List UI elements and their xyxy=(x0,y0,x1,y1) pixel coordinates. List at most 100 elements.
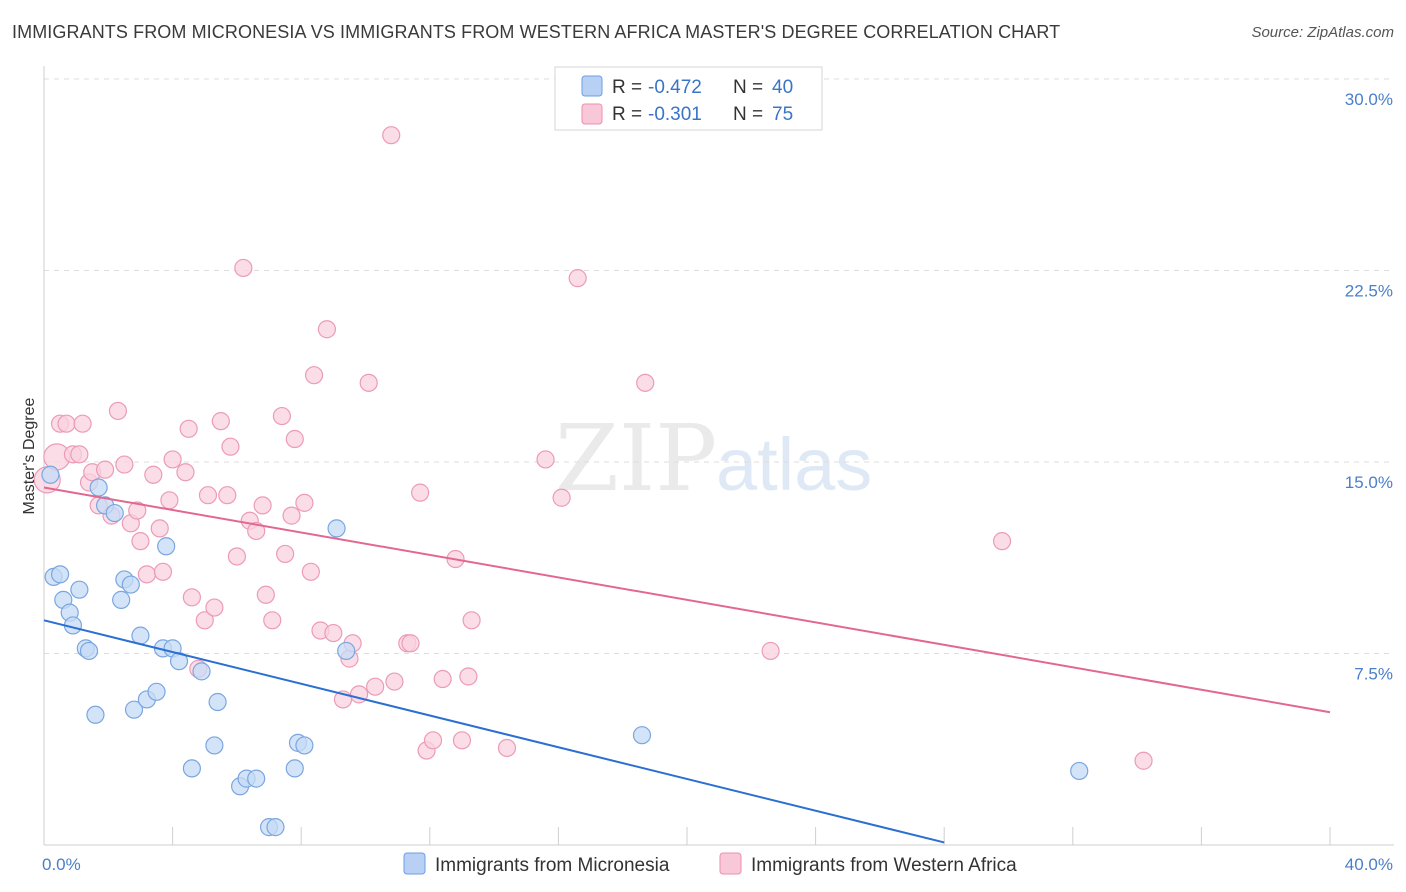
micronesia-point xyxy=(247,769,266,788)
western-africa-point xyxy=(317,320,337,339)
micronesia-point xyxy=(192,662,211,681)
legend-bottom-label-western-africa: Immigrants from Western Africa xyxy=(751,855,1017,876)
y-tick-label: 30.0% xyxy=(1345,90,1393,109)
western-africa-point xyxy=(179,419,198,438)
western-africa-point xyxy=(144,465,163,484)
chart-title: IMMIGRANTS FROM MICRONESIA VS IMMIGRANTS… xyxy=(12,22,1061,42)
micronesia-point xyxy=(208,692,227,712)
legend-r-label: R = xyxy=(612,104,642,125)
legend-r-value: -0.472 xyxy=(648,77,702,98)
x-tick-label: 0.0% xyxy=(42,855,81,874)
micronesia-point xyxy=(121,575,140,594)
western-africa-point xyxy=(411,483,430,502)
western-africa-point xyxy=(992,532,1012,551)
western-africa-point xyxy=(276,544,295,564)
micronesia-point xyxy=(79,641,99,661)
western-africa-point xyxy=(153,562,173,581)
legend-bottom: Immigrants from Micronesia Immigrants fr… xyxy=(403,852,1017,876)
y-tick-label: 7.5% xyxy=(1354,665,1393,684)
micronesia-trend-line xyxy=(43,619,945,844)
western-africa-point xyxy=(95,460,115,479)
y-tick-label: 15.0% xyxy=(1345,473,1393,492)
series-micronesia-points xyxy=(41,465,1089,837)
y-tick-label: 22.5% xyxy=(1345,282,1393,301)
western-africa-point xyxy=(234,258,253,278)
x-tick-label: 40.0% xyxy=(1345,855,1393,874)
grid xyxy=(44,78,1392,654)
western-africa-point xyxy=(73,414,92,433)
western-africa-point xyxy=(304,366,324,385)
western-africa-point xyxy=(160,491,179,510)
legend-swatch-blue xyxy=(581,75,603,97)
micronesia-point xyxy=(285,759,304,778)
western-africa-point xyxy=(115,455,134,474)
western-africa-point xyxy=(163,450,182,469)
western-africa-point xyxy=(218,486,237,505)
micronesia-point xyxy=(50,565,70,584)
legend-n-label: N = xyxy=(733,104,763,125)
western-africa-point xyxy=(263,611,282,630)
micronesia-point xyxy=(182,759,201,778)
western-africa-point xyxy=(256,585,275,604)
western-africa-point xyxy=(433,669,452,689)
western-africa-point xyxy=(128,501,147,520)
western-africa-point xyxy=(176,463,195,482)
micronesia-point xyxy=(89,478,108,497)
legend-row-western-africa: R = -0.301 N = 75 xyxy=(581,103,793,125)
legend-n-value: 75 xyxy=(772,104,793,125)
western-africa-point xyxy=(761,641,780,661)
western-africa-point xyxy=(552,488,571,507)
legend-r-value: -0.301 xyxy=(648,104,702,125)
western-africa-point xyxy=(205,598,224,617)
western-africa-point xyxy=(366,677,385,696)
western-africa-point xyxy=(385,672,404,691)
western-africa-point xyxy=(150,519,169,538)
micronesia-point xyxy=(157,537,176,556)
western-africa-point xyxy=(295,493,314,512)
western-africa-point xyxy=(536,450,555,469)
watermark: ZIP atlas xyxy=(555,405,872,512)
micronesia-point xyxy=(86,705,105,724)
western-africa-trend-line xyxy=(43,486,1331,714)
micronesia-point xyxy=(205,736,224,755)
legend-top: R = -0.472 N = 40 R = -0.301 N = 75 xyxy=(554,66,823,131)
series-western-africa-points xyxy=(33,126,1153,770)
micronesia-point xyxy=(147,682,166,701)
legend-r-label: R = xyxy=(612,77,642,98)
western-africa-point xyxy=(401,634,420,653)
source-credit: Source: ZipAtlas.com xyxy=(1251,24,1394,41)
micronesia-point xyxy=(337,641,356,661)
micronesia-point xyxy=(105,503,124,523)
western-africa-point xyxy=(324,623,343,643)
micronesia-point xyxy=(112,590,131,609)
western-africa-point xyxy=(423,731,443,750)
western-africa-point xyxy=(452,731,472,750)
western-africa-point xyxy=(211,412,230,431)
western-africa-point xyxy=(497,738,517,758)
y-axis-label: Master's Degree xyxy=(21,397,38,514)
micronesia-point xyxy=(70,580,89,599)
legend-n-label: N = xyxy=(733,77,763,98)
y-tick-labels: 7.5% 15.0% 22.5% 30.0% xyxy=(1345,90,1393,684)
micronesia-point xyxy=(124,700,144,719)
micronesia-point xyxy=(295,736,314,755)
western-africa-point xyxy=(137,565,156,584)
western-africa-point xyxy=(198,486,218,505)
micronesia-point xyxy=(1070,761,1089,781)
watermark-zip: ZIP xyxy=(555,405,717,512)
western-africa-point xyxy=(247,521,266,541)
legend-bottom-swatch-pink xyxy=(719,852,742,875)
legend-bottom-swatch-blue xyxy=(403,852,426,875)
trend-lines xyxy=(43,486,1331,844)
western-africa-point xyxy=(221,437,240,456)
legend-swatch-pink xyxy=(581,103,603,125)
western-africa-point xyxy=(272,406,292,426)
western-africa-point xyxy=(1134,751,1153,770)
western-africa-point xyxy=(70,445,89,464)
micronesia-point xyxy=(327,519,346,538)
micronesia-point xyxy=(41,465,60,484)
western-africa-point xyxy=(301,562,320,581)
western-africa-point xyxy=(108,401,128,421)
western-africa-point xyxy=(359,373,378,392)
